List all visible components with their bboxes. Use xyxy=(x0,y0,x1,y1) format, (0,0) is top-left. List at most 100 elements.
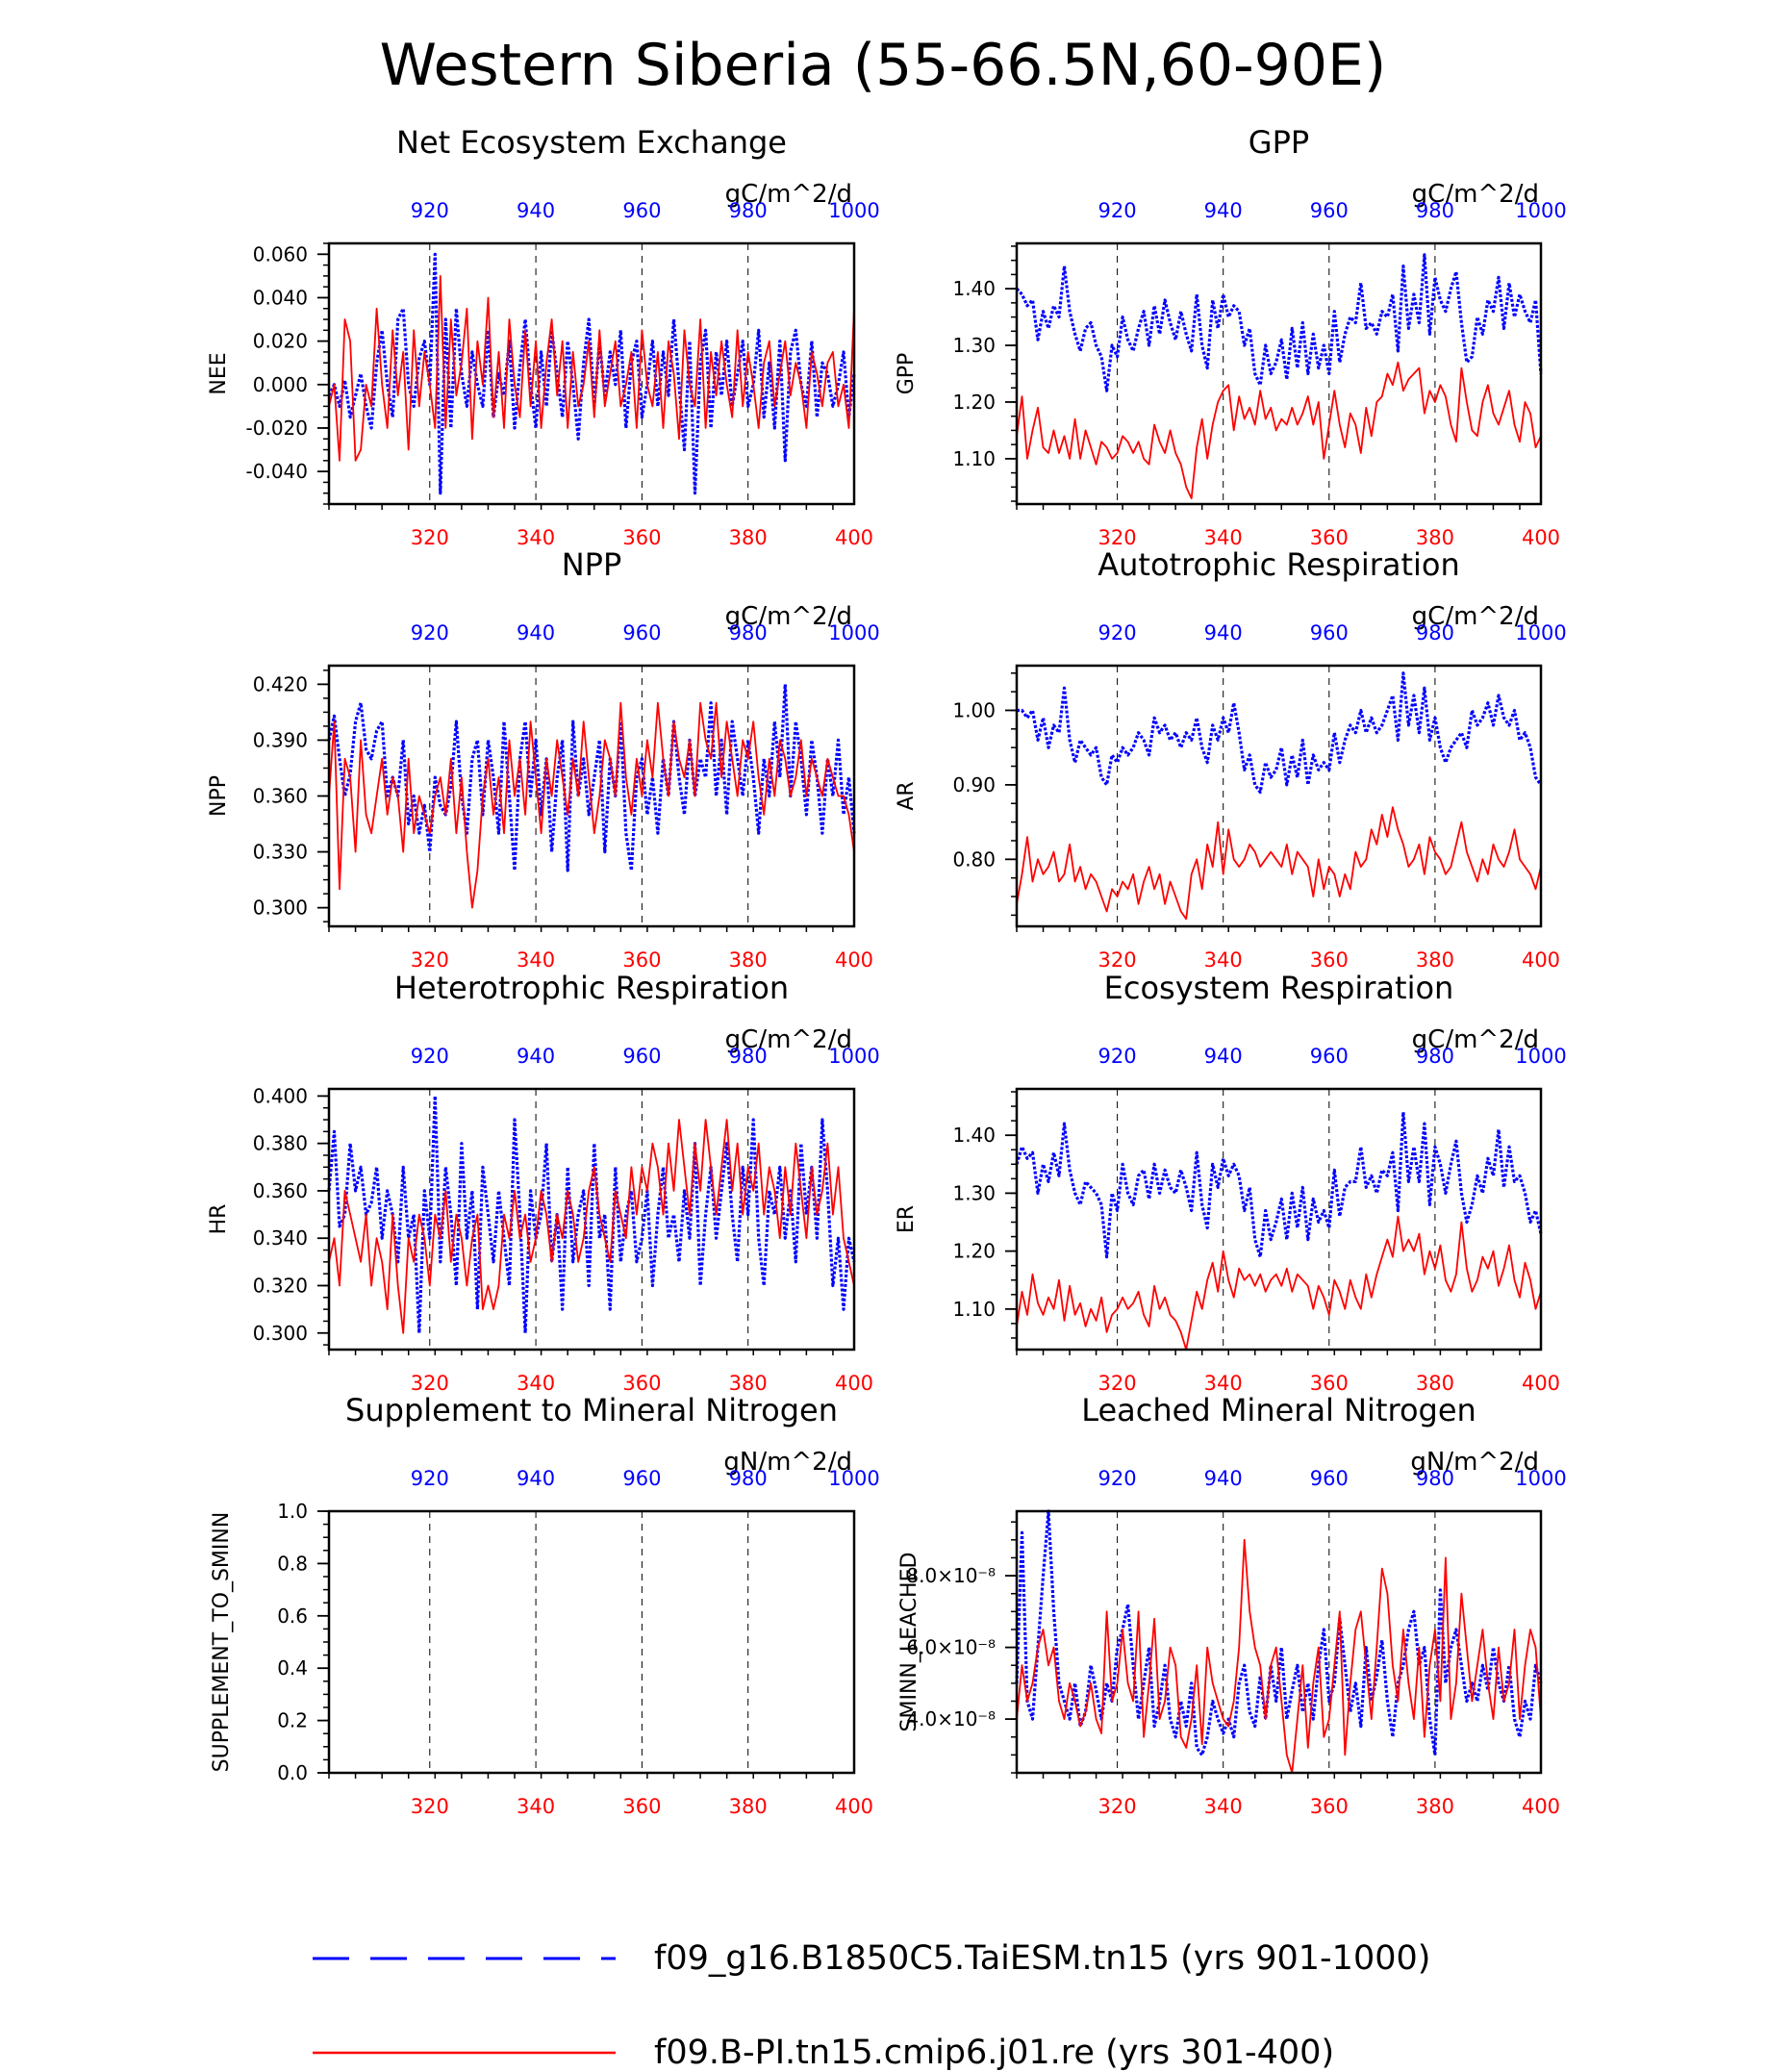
panel-grid: Net Ecosystem Exchange gC/m^2/d 320 340 360 3… xyxy=(207,124,1567,1818)
x-tick-label-bottom-npp-2: 360 xyxy=(622,948,661,972)
x-tick-label-bottom-npp-4: 400 xyxy=(835,948,873,972)
x-tick-label-top-heterotrophic-respiration-4: 1000 xyxy=(828,1045,879,1068)
x-tick-label-top-leached-mineral-nitrogen-2: 960 xyxy=(1310,1467,1349,1490)
x-tick-label-top-supplement-to-mineral-nitrogen-2: 960 xyxy=(622,1467,661,1490)
y-tick-label-npp-4: 0.420 xyxy=(253,672,308,695)
x-tick-label-top-npp-0: 920 xyxy=(411,621,449,644)
series-line-control-heterotrophic-respiration xyxy=(327,1094,856,1335)
units-label-gpp: gC/m^2/d xyxy=(1412,180,1539,209)
y-axis-label-autotrophic-respiration: AR xyxy=(895,781,919,810)
y-tick-label-leached-mineral-nitrogen-0: 4.0×10⁻⁸ xyxy=(906,1707,996,1731)
panel-net-ecosystem-exchange: Net Ecosystem Exchange gC/m^2/d 320 340 360 3… xyxy=(207,124,880,549)
x-tick-label-bottom-net-ecosystem-exchange-2: 360 xyxy=(622,526,661,549)
x-tick-label-top-ecosystem-respiration-1: 940 xyxy=(1204,1045,1243,1068)
series-line-reference-leached-mineral-nitrogen xyxy=(1016,1538,1542,1774)
x-tick-label-top-heterotrophic-respiration-2: 960 xyxy=(622,1045,661,1068)
x-tick-label-bottom-leached-mineral-nitrogen-0: 320 xyxy=(1098,1795,1137,1818)
panel-title-autotrophic-respiration: Autotrophic Respiration xyxy=(1097,546,1460,583)
y-axis-label-leached-mineral-nitrogen: SMINN_LEACHED xyxy=(897,1553,921,1732)
y-tick-label-heterotrophic-respiration-4: 0.380 xyxy=(253,1132,308,1155)
units-label-heterotrophic-respiration: gC/m^2/d xyxy=(725,1025,852,1054)
panel-title-leached-mineral-nitrogen: Leached Mineral Nitrogen xyxy=(1081,1392,1476,1428)
y-tick-label-gpp-0: 1.10 xyxy=(952,447,996,470)
x-tick-label-top-gpp-3: 980 xyxy=(1416,199,1454,222)
x-tick-label-top-heterotrophic-respiration-3: 980 xyxy=(729,1045,768,1068)
x-tick-label-top-supplement-to-mineral-nitrogen-1: 940 xyxy=(517,1467,555,1490)
y-axis-label-supplement-to-mineral-nitrogen: SUPPLEMENT_TO_SMINN xyxy=(210,1512,234,1773)
y-tick-label-ecosystem-respiration-2: 1.30 xyxy=(952,1181,996,1204)
x-tick-label-bottom-autotrophic-respiration-0: 320 xyxy=(1098,948,1137,972)
x-tick-label-top-supplement-to-mineral-nitrogen-0: 920 xyxy=(411,1467,449,1490)
y-tick-label-autotrophic-respiration-1: 0.90 xyxy=(952,773,996,796)
units-label-leached-mineral-nitrogen: gN/m^2/d xyxy=(1410,1448,1539,1477)
series-line-control-ecosystem-respiration xyxy=(1015,1110,1543,1259)
figure-title: Western Siberia (55-66.5N,60-90E) xyxy=(380,32,1387,99)
plot-frame-leached-mineral-nitrogen xyxy=(1015,1509,1543,1775)
x-tick-label-bottom-npp-3: 380 xyxy=(729,948,768,972)
series-line-reference-autotrophic-respiration xyxy=(1016,806,1542,921)
x-tick-label-bottom-leached-mineral-nitrogen-2: 360 xyxy=(1310,1795,1349,1818)
x-tick-label-bottom-gpp-4: 400 xyxy=(1522,526,1560,549)
x-tick-label-top-gpp-4: 1000 xyxy=(1515,199,1566,222)
x-tick-label-bottom-gpp-0: 320 xyxy=(1098,526,1137,549)
y-tick-label-supplement-to-mineral-nitrogen-5: 1.0 xyxy=(277,1500,308,1523)
y-tick-label-ecosystem-respiration-1: 1.20 xyxy=(952,1240,996,1263)
y-tick-label-supplement-to-mineral-nitrogen-2: 0.4 xyxy=(277,1656,308,1680)
panel-title-supplement-to-mineral-nitrogen: Supplement to Mineral Nitrogen xyxy=(345,1392,838,1428)
y-tick-label-heterotrophic-respiration-5: 0.400 xyxy=(253,1084,308,1107)
x-tick-label-top-npp-3: 980 xyxy=(729,621,768,644)
x-tick-label-top-autotrophic-respiration-3: 980 xyxy=(1416,621,1454,644)
panel-ecosystem-respiration: Ecosystem Respiration gC/m^2/d 320 340 360 38… xyxy=(895,970,1567,1395)
x-tick-label-bottom-gpp-3: 380 xyxy=(1416,526,1454,549)
panel-title-net-ecosystem-exchange: Net Ecosystem Exchange xyxy=(396,124,787,161)
units-label-ecosystem-respiration: gC/m^2/d xyxy=(1412,1025,1539,1054)
y-axis-label-npp: NPP xyxy=(207,775,231,817)
units-label-supplement-to-mineral-nitrogen: gN/m^2/d xyxy=(723,1448,852,1477)
x-tick-label-bottom-autotrophic-respiration-4: 400 xyxy=(1522,948,1560,972)
y-tick-label-npp-0: 0.300 xyxy=(253,897,308,920)
x-tick-label-top-leached-mineral-nitrogen-3: 980 xyxy=(1416,1467,1454,1490)
panel-title-ecosystem-respiration: Ecosystem Respiration xyxy=(1104,970,1454,1006)
x-tick-label-top-net-ecosystem-exchange-3: 980 xyxy=(729,199,768,222)
x-tick-label-top-npp-4: 1000 xyxy=(828,621,879,644)
x-tick-label-top-npp-2: 960 xyxy=(622,621,661,644)
series-line-reference-ecosystem-respiration xyxy=(1016,1215,1542,1351)
plot-frame-ecosystem-respiration xyxy=(1015,1087,1543,1352)
x-tick-label-top-npp-1: 940 xyxy=(517,621,555,644)
y-tick-label-npp-2: 0.360 xyxy=(253,785,308,808)
x-tick-label-bottom-ecosystem-respiration-0: 320 xyxy=(1098,1372,1137,1395)
legend: f09_g16.B1850C5.TaiESM.tn15 (yrs 901-100… xyxy=(313,1939,1430,2072)
x-tick-label-bottom-npp-0: 320 xyxy=(411,948,449,972)
units-label-autotrophic-respiration: gC/m^2/d xyxy=(1412,602,1539,631)
y-tick-label-heterotrophic-respiration-3: 0.360 xyxy=(253,1179,308,1202)
x-tick-label-bottom-net-ecosystem-exchange-4: 400 xyxy=(835,526,873,549)
series-line-reference-npp xyxy=(328,701,855,909)
x-tick-label-bottom-ecosystem-respiration-4: 400 xyxy=(1522,1372,1560,1395)
units-label-net-ecosystem-exchange: gC/m^2/d xyxy=(725,180,852,209)
units-label-npp: gC/m^2/d xyxy=(725,602,852,631)
panel-title-heterotrophic-respiration: Heterotrophic Respiration xyxy=(394,970,789,1006)
y-tick-label-heterotrophic-respiration-1: 0.320 xyxy=(253,1274,308,1297)
x-tick-label-top-gpp-1: 940 xyxy=(1204,199,1243,222)
x-tick-label-top-ecosystem-respiration-0: 920 xyxy=(1098,1045,1137,1068)
series-line-reference-gpp xyxy=(1016,361,1542,499)
series-line-control-autotrophic-respiration xyxy=(1017,671,1543,795)
x-tick-label-top-net-ecosystem-exchange-1: 940 xyxy=(517,199,555,222)
y-tick-label-autotrophic-respiration-0: 0.80 xyxy=(952,847,996,871)
y-axis-label-ecosystem-respiration: ER xyxy=(895,1205,919,1233)
y-tick-label-heterotrophic-respiration-0: 0.300 xyxy=(253,1322,308,1345)
y-tick-label-gpp-2: 1.30 xyxy=(952,334,996,357)
x-tick-label-bottom-supplement-to-mineral-nitrogen-1: 340 xyxy=(517,1795,555,1818)
y-axis-label-net-ecosystem-exchange: NEE xyxy=(207,352,231,394)
y-tick-label-leached-mineral-nitrogen-1: 6.0×10⁻⁸ xyxy=(906,1636,996,1659)
series-line-reference-heterotrophic-respiration xyxy=(328,1119,855,1334)
x-tick-label-top-leached-mineral-nitrogen-1: 940 xyxy=(1204,1467,1243,1490)
x-tick-label-bottom-net-ecosystem-exchange-0: 320 xyxy=(411,526,449,549)
x-tick-label-top-net-ecosystem-exchange-4: 1000 xyxy=(828,199,879,222)
x-tick-label-bottom-ecosystem-respiration-3: 380 xyxy=(1416,1372,1454,1395)
y-tick-label-supplement-to-mineral-nitrogen-3: 0.6 xyxy=(277,1605,308,1628)
panel-supplement-to-mineral-nitrogen: Supplement to Mineral Nitrogen gN/m^2/d 32… xyxy=(210,1392,880,1818)
x-tick-label-top-ecosystem-respiration-2: 960 xyxy=(1310,1045,1349,1068)
x-tick-label-top-heterotrophic-respiration-0: 920 xyxy=(411,1045,449,1068)
legend-label-reference: f09.B-PI.tn15.cmip6.j01.re (yrs 301-400) xyxy=(654,2034,1334,2072)
